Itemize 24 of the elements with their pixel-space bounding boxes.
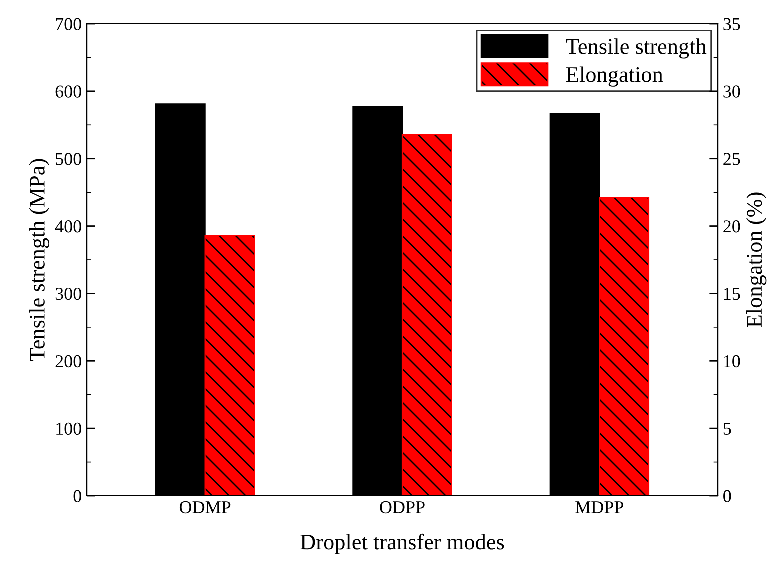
y-tick-label: 100 <box>56 422 82 436</box>
y2-tick-label: 15 <box>724 288 740 300</box>
y-tick-label: 300 <box>56 288 82 300</box>
x-tick-label: ODMP <box>180 501 231 514</box>
legend-label: Tensile strength <box>566 38 707 59</box>
x-tick-label: MDPP <box>576 502 624 514</box>
y2-tick-label: 20 <box>724 220 740 233</box>
y2-tick-label: 0 <box>724 490 732 502</box>
y-axis-title: Tensile strength (MPa) <box>29 159 50 362</box>
x-tick-label: ODPP <box>380 501 425 514</box>
y2-tick-label: 5 <box>724 423 732 436</box>
y-tick-label: 400 <box>55 220 82 233</box>
y2-tick-label: 25 <box>724 153 740 166</box>
y2-tick-label: 10 <box>724 355 740 368</box>
y2-tick-label: 30 <box>724 86 740 98</box>
legend-label: Elongation <box>566 66 664 87</box>
y-tick-label: 700 <box>56 18 82 30</box>
y-tick-label: 600 <box>56 86 82 98</box>
x-axis-title: Droplet transfer modes <box>300 534 504 554</box>
y-tick-label: 0 <box>74 490 82 502</box>
y-tick-label: 200 <box>56 355 82 368</box>
y2-tick-label: 35 <box>724 18 740 30</box>
y-tick-label: 500 <box>56 153 82 166</box>
y2-axis-title: Elongation (%) <box>746 192 767 328</box>
